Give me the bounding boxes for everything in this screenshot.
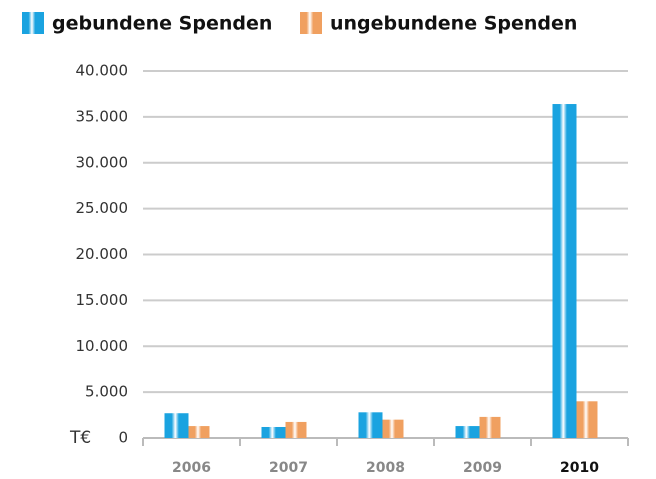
y-tick-label: 25.000 — [76, 199, 129, 217]
bar — [261, 426, 286, 438]
y-tick-label: 35.000 — [76, 107, 129, 125]
y-tick-label: 15.000 — [76, 291, 129, 309]
y-tick-label: 5.000 — [85, 383, 128, 401]
y-tick-label: 0 — [118, 429, 128, 447]
bar — [479, 416, 501, 438]
y-tick-label: 30.000 — [76, 153, 129, 171]
y-tick-label: 40.000 — [76, 62, 129, 80]
bar — [455, 426, 480, 438]
y-tick-label: 10.000 — [76, 337, 129, 355]
legend-label: ungebundene Spenden — [330, 13, 577, 35]
x-tick-label: 2008 — [366, 460, 405, 476]
bar — [285, 421, 307, 438]
legend-swatch — [22, 12, 44, 34]
y-tick-label: 20.000 — [76, 245, 129, 263]
x-tick-label: 2009 — [463, 460, 502, 476]
legend-label: gebundene Spenden — [52, 13, 272, 35]
x-tick-label: 2010 — [560, 460, 599, 476]
legend-swatch — [300, 12, 322, 34]
bar — [358, 412, 383, 438]
bar — [552, 104, 577, 438]
y-unit: T€ — [69, 428, 91, 448]
bar — [188, 426, 210, 438]
bar — [576, 401, 598, 438]
bar — [382, 419, 404, 438]
x-tick-label: 2007 — [269, 460, 308, 476]
bar — [164, 413, 189, 438]
x-tick-label: 2006 — [172, 460, 211, 476]
